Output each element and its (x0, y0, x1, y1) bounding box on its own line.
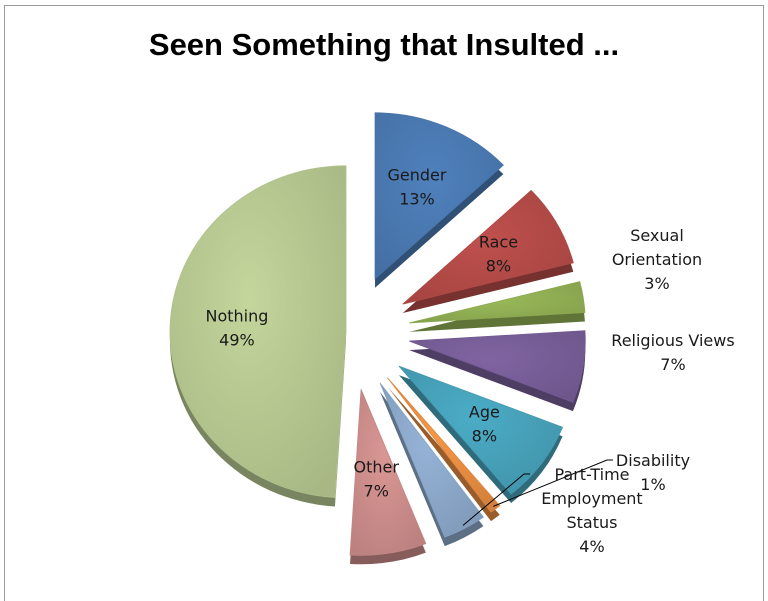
slice-label: Orientation (612, 250, 702, 269)
pie-slice-gender: Gender 13% (374, 112, 504, 288)
pie-slice-part-time-employment-status: Part-Time Employment Status 4% (379, 382, 643, 556)
slice-value-label: 8% (486, 256, 511, 275)
slice-label: Sexual (630, 226, 684, 245)
slice-value-label: 3% (644, 274, 669, 293)
chart-title: Seen Something that Insulted ... (148, 27, 620, 62)
slice-label: Gender (387, 165, 446, 184)
pie-slice-sexual-orientation: Sexual Orientation 3% (409, 226, 702, 332)
slice-value-label: 7% (660, 355, 685, 374)
slice-label: Other (353, 457, 399, 476)
pie-slice-nothing: Nothing 49% (169, 165, 347, 507)
slice-label: Race (479, 232, 518, 251)
slice-value-label: 13% (399, 189, 435, 208)
slice-label: Religious Views (611, 331, 734, 350)
slice-value-label: 4% (579, 537, 604, 556)
pie-slice-other: Other 7% (349, 389, 427, 565)
pie-slice-race: Race 8% (402, 189, 574, 314)
pie-slice-disability: Disability 1% (387, 377, 690, 522)
pie-slice-religious-views: Religious Views 7% (409, 330, 735, 412)
slice-value-label: 1% (640, 475, 665, 494)
slice-label: Employment (541, 489, 642, 508)
slice-value-label: 49% (219, 331, 255, 350)
slice-label: Status (567, 513, 618, 532)
leader-line (493, 459, 613, 507)
slice-value-label: 7% (364, 481, 389, 500)
slice-value-label: 8% (472, 427, 497, 446)
pie-slice-age: Age 8% (398, 365, 564, 503)
slice-label: Part-Time (554, 465, 629, 484)
slice-label: Age (469, 403, 500, 422)
leader-line (462, 473, 530, 526)
slice-label: Disability (616, 451, 690, 470)
slice-label: Nothing (205, 307, 268, 326)
